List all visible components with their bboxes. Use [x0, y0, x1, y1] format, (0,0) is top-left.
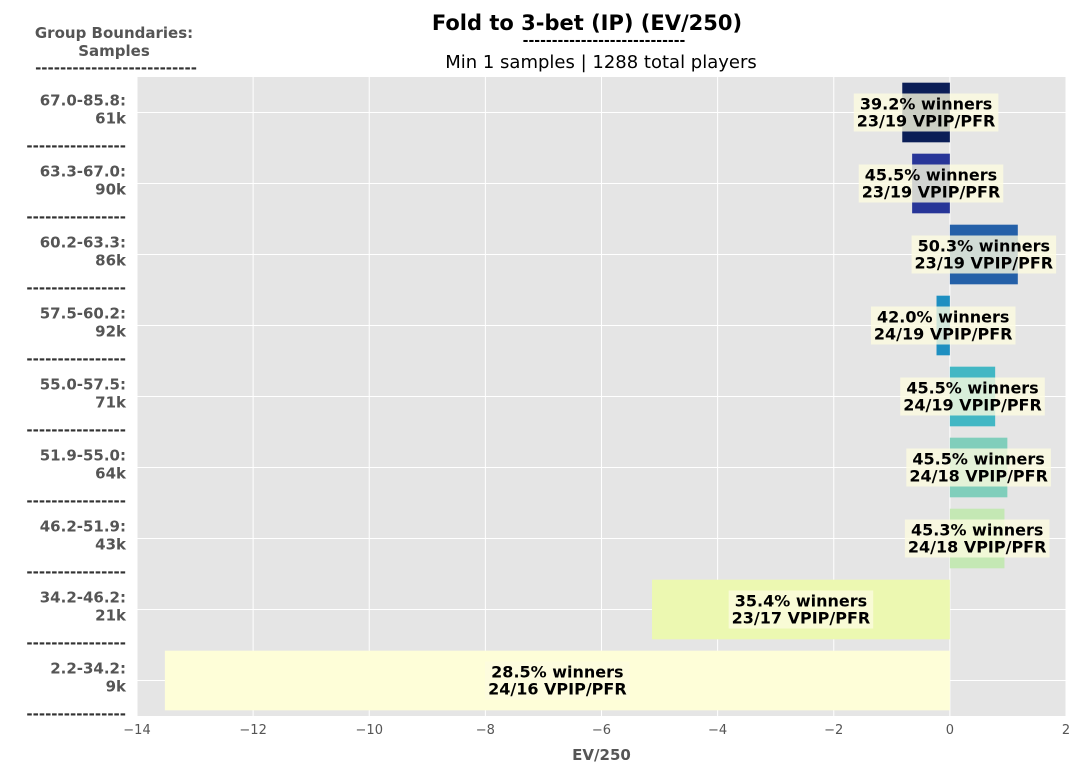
bar-annotation: 45.5% winners 24/18 VPIP/PFR — [909, 450, 1048, 486]
x-tick-label: −2 — [824, 723, 843, 738]
y-tick-label-line: 61k — [95, 110, 127, 128]
bar-annotation-box — [858, 164, 1004, 203]
row-separator: ---------------- — [26, 634, 126, 652]
bar-annotation-box — [870, 306, 1016, 345]
row-separator: ---------------- — [26, 492, 126, 510]
bar-annotation-line: 45.5% winners — [865, 166, 997, 185]
y-tick-label: 63.3-67.0: 90k — [40, 163, 127, 199]
row-separator: ---------------- — [26, 563, 126, 581]
x-tick-label: −14 — [123, 723, 150, 738]
x-tick-label: −10 — [356, 723, 383, 738]
bar-annotation-line: 24/18 VPIP/PFR — [909, 467, 1048, 486]
y-tick-label: 46.2-51.9: 43k — [40, 518, 127, 554]
group-header-underline: -------------------------- — [35, 59, 197, 77]
bar-annotation-line: 23/17 VPIP/PFR — [732, 609, 871, 628]
bar-annotation-box — [906, 448, 1051, 487]
row-separator: ---------------- — [26, 350, 126, 368]
x-tick-label: 2 — [1062, 723, 1070, 738]
bar-annotation-box — [485, 661, 630, 700]
y-tick-label-line: 55.0-57.5: — [40, 376, 126, 394]
y-tick-label-line: 71k — [95, 394, 127, 412]
x-tick-label: −8 — [476, 723, 495, 738]
row-separator: ---------------- — [26, 705, 126, 723]
y-tick-label-line: 60.2-63.3: — [40, 234, 126, 252]
y-tick-label-line: 67.0-85.8: — [40, 92, 126, 110]
y-tick-label-line: 64k — [95, 465, 127, 483]
y-tick-label-line: 51.9-55.0: — [40, 447, 126, 465]
row-separator: ---------------- — [26, 137, 126, 155]
bar-annotation-line: 23/19 VPIP/PFR — [915, 254, 1054, 273]
bar-annotation-line: 45.5% winners — [906, 379, 1038, 398]
row-separator: ---------------- — [26, 208, 126, 226]
bar-annotation-line: 24/19 VPIP/PFR — [903, 396, 1042, 415]
y-tick-label: 57.5-60.2: 92k — [40, 305, 127, 341]
bar-annotation-box — [911, 235, 1057, 274]
bar-annotation-box — [853, 93, 999, 132]
bar-annotation: 45.3% winners 24/18 VPIP/PFR — [908, 521, 1047, 557]
bar-annotation: 35.4% winners 23/17 VPIP/PFR — [732, 592, 871, 628]
y-tick-label: 51.9-55.0: 64k — [40, 447, 127, 483]
y-tick-label: 67.0-85.8: 61k — [40, 92, 127, 128]
bar-annotation-line: 23/19 VPIP/PFR — [862, 183, 1001, 202]
bar-annotation-line: 24/18 VPIP/PFR — [908, 538, 1047, 557]
y-tick-label: 34.2-46.2: 21k — [40, 589, 127, 625]
y-tick-label-line: 21k — [95, 607, 127, 625]
bar-annotation-box — [904, 519, 1050, 558]
y-tick-label-line: 2.2-34.2: — [50, 660, 126, 678]
y-tick-label-line: 46.2-51.9: — [40, 518, 126, 536]
y-tick-label: 55.0-57.5: 71k — [40, 376, 127, 412]
row-separator: ---------------- — [26, 279, 126, 297]
bar-annotation: 45.5% winners 23/19 VPIP/PFR — [862, 166, 1001, 202]
row-separator: ---------------- — [26, 421, 126, 439]
group-header-line: Samples — [78, 42, 150, 60]
y-tick-label-line: 90k — [95, 181, 127, 199]
y-tick-label-line: 9k — [106, 678, 127, 696]
chart-subtitle: Min 1 samples | 1288 total players — [445, 52, 757, 73]
bar-annotation-line: 28.5% winners — [491, 663, 623, 682]
bar-annotation-line: 45.5% winners — [912, 450, 1044, 469]
y-tick-label: 60.2-63.3: 86k — [40, 234, 127, 270]
chart-title: Fold to 3-bet (IP) (EV/250) — [432, 11, 742, 35]
x-axis-label: EV/250 — [572, 746, 631, 764]
bar-annotation-line: 39.2% winners — [860, 95, 992, 114]
bar-annotation-line: 42.0% winners — [877, 308, 1009, 327]
x-tick-label: −4 — [708, 723, 727, 738]
y-tick-label: 2.2-34.2: 9k — [50, 660, 127, 696]
chart-title-underline: ---------------------------- — [523, 33, 686, 49]
x-tick-label: 0 — [946, 723, 954, 738]
bar-annotation-box — [728, 590, 874, 629]
group-header: Group Boundaries: Samples — [35, 24, 193, 60]
bar-annotation-line: 24/19 VPIP/PFR — [874, 325, 1013, 344]
bar-annotation: 50.3% winners 23/19 VPIP/PFR — [915, 237, 1054, 273]
bar-annotation-line: 35.4% winners — [735, 592, 867, 611]
bar-annotation-box — [900, 377, 1045, 416]
y-tick-label-line: 92k — [95, 323, 127, 341]
bar-annotation: 39.2% winners 23/19 VPIP/PFR — [857, 95, 996, 131]
y-tick-label-line: 63.3-67.0: — [40, 163, 126, 181]
y-tick-label-line: 43k — [95, 536, 127, 554]
y-tick-label-line: 86k — [95, 252, 127, 270]
bar-annotation-line: 50.3% winners — [918, 237, 1050, 256]
x-tick-label: −6 — [592, 723, 611, 738]
y-tick-label-line: 34.2-46.2: — [40, 589, 126, 607]
bar-annotation-line: 45.3% winners — [911, 521, 1043, 540]
group-header-line: Group Boundaries: — [35, 24, 193, 42]
bar-annotation-line: 24/16 VPIP/PFR — [488, 680, 627, 699]
bar-annotation: 42.0% winners 24/19 VPIP/PFR — [874, 308, 1013, 344]
bar-annotation: 45.5% winners 24/19 VPIP/PFR — [903, 379, 1042, 415]
bar-annotation: 28.5% winners 24/16 VPIP/PFR — [488, 663, 627, 699]
bar-annotation-line: 23/19 VPIP/PFR — [857, 112, 996, 131]
y-tick-label-line: 57.5-60.2: — [40, 305, 126, 323]
x-tick-label: −12 — [239, 723, 266, 738]
